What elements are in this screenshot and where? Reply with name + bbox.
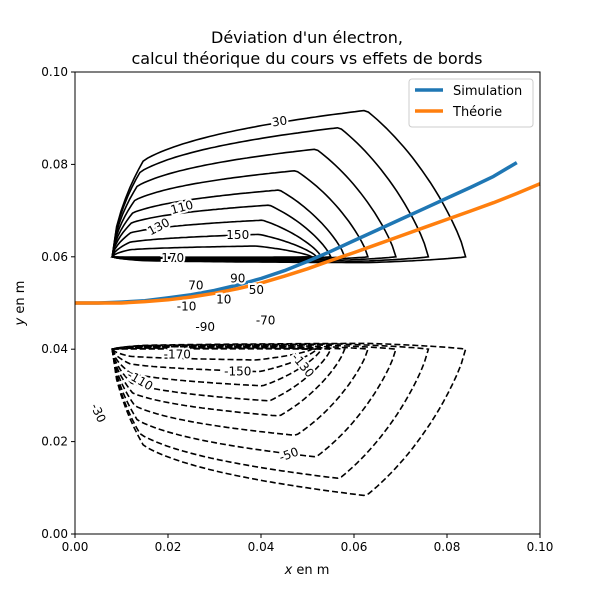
y-tick-label: 0.08 bbox=[41, 157, 68, 171]
contour-negative-90 bbox=[111, 345, 369, 437]
contour-negative-70 bbox=[111, 344, 397, 458]
negative-contours bbox=[110, 342, 467, 497]
y-axis-label: y en m bbox=[13, 281, 28, 327]
contour-negative-190 bbox=[110, 348, 313, 361]
y-tick-label: 0.04 bbox=[41, 342, 68, 356]
chart-title-line-1: Déviation d'un électron, bbox=[211, 28, 403, 47]
axes-frame bbox=[74, 71, 541, 535]
y-tick-label: 0.02 bbox=[41, 435, 68, 449]
positive-contours bbox=[110, 109, 467, 264]
x-tick-label: 0.10 bbox=[527, 540, 554, 554]
y-tick-label: 0.10 bbox=[41, 65, 68, 79]
x-axis-ticks: 0.00 0.02 0.04 0.06 0.08 0.10 bbox=[62, 534, 554, 554]
chart-title-line-2: calcul théorique du cours vs effets de b… bbox=[131, 49, 482, 68]
contour-negative-110 bbox=[111, 345, 346, 417]
legend-label-simulation: Simulation bbox=[453, 84, 522, 99]
x-axis-label-unit: en m bbox=[292, 563, 329, 578]
legend-label-theorie: Théorie bbox=[452, 105, 502, 120]
x-axis-label: x en m bbox=[284, 563, 330, 578]
x-tick-label: 0.08 bbox=[434, 540, 461, 554]
y-axis-label-variable: y bbox=[13, 317, 28, 326]
contour-label-positive-7: 50 bbox=[249, 283, 264, 297]
contour-positive-190 bbox=[110, 245, 313, 258]
contour-negative-50 bbox=[111, 343, 430, 480]
data-series bbox=[75, 161, 541, 305]
y-tick-label: 0.06 bbox=[41, 250, 68, 264]
contour-label-positive-6: 90 bbox=[230, 272, 245, 286]
contour-label-positive-8: 10 bbox=[216, 292, 231, 306]
contour-label-negative-0: -10 bbox=[177, 300, 197, 314]
contour-label-negative-3: -170 bbox=[164, 347, 191, 361]
contour-label-positive-5: 70 bbox=[188, 278, 203, 292]
series-line-theorie bbox=[75, 182, 541, 305]
legend: Simulation Théorie bbox=[408, 78, 534, 128]
x-tick-label: 0.06 bbox=[341, 540, 368, 554]
y-axis-label-unit: en m bbox=[13, 281, 28, 318]
contour-label-negative-2: -90 bbox=[195, 320, 215, 334]
y-axis-ticks: 0.00 0.02 0.04 0.06 0.08 0.10 bbox=[41, 65, 75, 541]
contour-label-positive-0: 30 bbox=[271, 113, 288, 129]
contour-label-negative-4: -150 bbox=[224, 364, 251, 378]
contour-negative-150 bbox=[111, 346, 323, 387]
x-axis-label-variable: x bbox=[284, 563, 293, 578]
x-tick-label: 0.00 bbox=[62, 540, 89, 554]
x-tick-label: 0.02 bbox=[155, 540, 182, 554]
contour-negative-30 bbox=[111, 342, 467, 497]
contour-label-positive-4: 170 bbox=[161, 251, 184, 265]
x-tick-label: 0.04 bbox=[248, 540, 275, 554]
y-tick-label: 0.00 bbox=[41, 527, 68, 541]
contour-label-negative-1: -70 bbox=[256, 314, 276, 328]
contour-label-positive-3: 150 bbox=[226, 228, 249, 242]
